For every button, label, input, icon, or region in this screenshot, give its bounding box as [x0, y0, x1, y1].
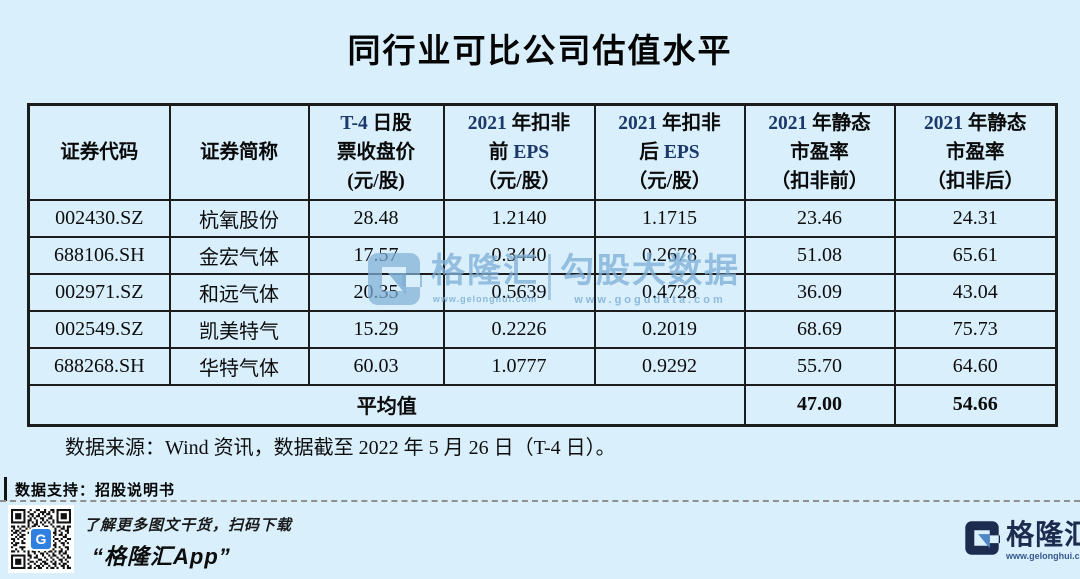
cell-code: 688268.SH: [27, 346, 171, 386]
page-title: 同行业可比公司估值水平: [347, 32, 733, 69]
table-row: 002430.SZ 杭氧股份 28.48 1.2140 1.1715 23.46…: [27, 198, 1058, 238]
cell-price: 17.57: [307, 235, 445, 275]
qr-pattern-icon: [11, 509, 71, 569]
cell-pe-pre: 23.46: [743, 198, 896, 238]
table-row: 688268.SH 华特气体 60.03 1.0777 0.9292 55.70…: [27, 346, 1058, 386]
brand-name: 格隆汇: [1006, 519, 1080, 550]
cell-code: 002971.SZ: [27, 272, 171, 312]
col-header-eps-pre: 2021 年扣非 前 EPS （元/股）: [442, 103, 596, 201]
col-header-code: 证券代码: [27, 103, 171, 201]
footer-left-tick: [4, 477, 7, 501]
cell-eps-post: 0.2678: [593, 235, 746, 275]
cell-pe-post: 65.61: [893, 235, 1058, 275]
source-note: 数据来源：Wind 资讯，数据截至 2022 年 5 月 26 日（T-4 日）…: [65, 437, 616, 459]
cell-pe-post: 43.04: [893, 272, 1058, 312]
cell-price: 15.29: [307, 309, 445, 349]
average-label: 平均值: [27, 383, 746, 427]
col-header-eps-post: 2021 年扣非 后 EPS （元/股）: [593, 103, 746, 201]
gelonghui-logo-icon: [965, 521, 1000, 555]
qr-center-logo-icon: G: [29, 527, 53, 551]
cell-eps-pre: 1.0777: [442, 346, 596, 386]
cell-pe-pre: 51.08: [743, 235, 896, 275]
cell-code: 002549.SZ: [27, 309, 171, 349]
cell-code: 002430.SZ: [27, 198, 171, 238]
cell-name: 金宏气体: [168, 235, 310, 275]
cell-code: 688106.SH: [27, 235, 171, 275]
valuation-table: 证券代码 证券简称 T-4 日股 票收盘价 (元/股) 2021 年扣非 前 E…: [27, 103, 1058, 427]
cell-pe-pre: 55.70: [743, 346, 896, 386]
brand-url: www.gelonghui.com: [1006, 551, 1080, 561]
col-header-name: 证券简称: [168, 103, 310, 201]
cell-eps-post: 1.1715: [593, 198, 746, 238]
footer-promo-line2: “格隆汇App”: [92, 544, 231, 569]
cell-eps-pre: 0.5639: [442, 272, 596, 312]
cell-name: 华特气体: [168, 346, 310, 386]
cell-price: 28.48: [307, 198, 445, 238]
cell-eps-pre: 1.2140: [442, 198, 596, 238]
gelonghui-brand: 格隆汇 www.gelonghui.com: [964, 520, 1080, 561]
table-row: 688106.SH 金宏气体 17.57 0.3440 0.2678 51.08…: [27, 235, 1058, 275]
table-row: 002549.SZ 凯美特气 15.29 0.2226 0.2019 68.69…: [27, 309, 1058, 349]
cell-name: 杭氧股份: [168, 198, 310, 238]
cell-eps-post: 0.9292: [593, 346, 746, 386]
col-header-close-price: T-4 日股 票收盘价 (元/股): [307, 103, 445, 201]
data-support-label: 数据支持：招股说明书: [15, 482, 176, 499]
cell-pe-post: 24.31: [893, 198, 1058, 238]
col-header-pe-pre: 2021 年静态 市盈率 （扣非前）: [743, 103, 896, 201]
qr-code: G: [8, 505, 74, 573]
cell-eps-pre: 0.2226: [442, 309, 596, 349]
cell-eps-pre: 0.3440: [442, 235, 596, 275]
cell-price: 60.03: [307, 346, 445, 386]
cell-price: 20.35: [307, 272, 445, 312]
cell-pe-post: 75.73: [893, 309, 1058, 349]
average-pe-post: 54.66: [893, 383, 1058, 427]
cell-pe-pre: 36.09: [743, 272, 896, 312]
col-header-pe-post: 2021 年静态 市盈率 （扣非后）: [893, 103, 1058, 201]
cell-name: 和远气体: [168, 272, 310, 312]
cell-pe-pre: 68.69: [743, 309, 896, 349]
cell-eps-post: 0.2019: [593, 309, 746, 349]
cell-pe-post: 64.60: [893, 346, 1058, 386]
average-row: 平均值 47.00 54.66: [27, 383, 1058, 427]
cell-name: 凯美特气: [168, 309, 310, 349]
dashed-divider: [0, 500, 1080, 502]
header-row: 证券代码 证券简称 T-4 日股 票收盘价 (元/股) 2021 年扣非 前 E…: [27, 103, 1058, 201]
table-row: 002971.SZ 和远气体 20.35 0.5639 0.4728 36.09…: [27, 272, 1058, 312]
cell-eps-post: 0.4728: [593, 272, 746, 312]
footer-promo-line1: 了解更多图文干货，扫码下载: [84, 517, 293, 534]
average-pe-pre: 47.00: [743, 383, 896, 427]
